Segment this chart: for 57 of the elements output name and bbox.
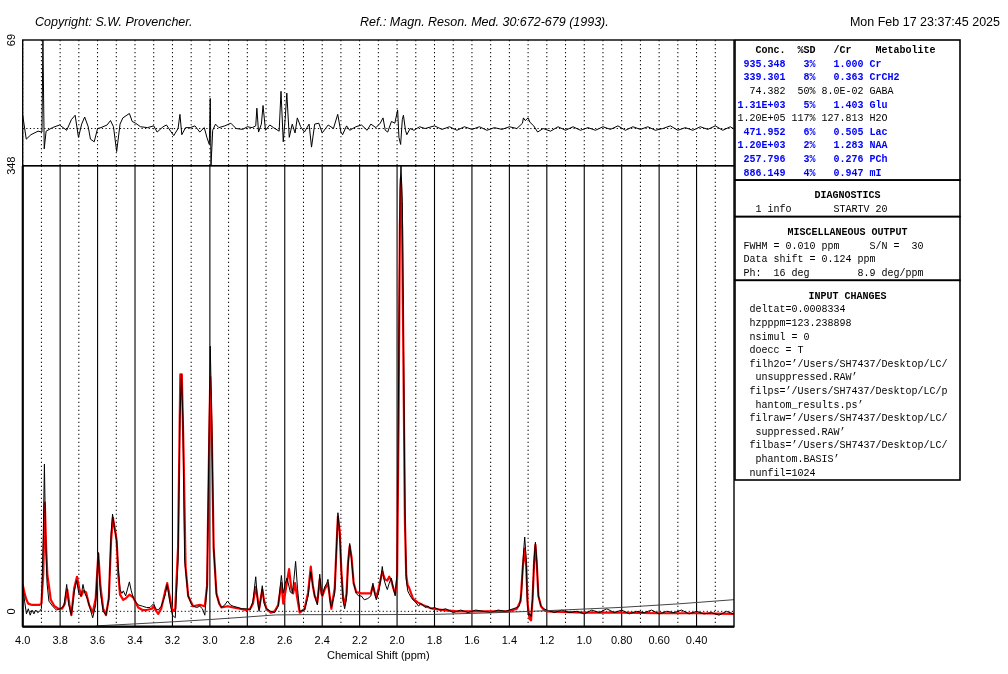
x-tick-label: 2.8 [239,634,255,646]
x-axis-title: Chemical Shift (ppm) [327,649,430,661]
x-tick-label: 3.8 [52,634,68,646]
y-tick-label: 348 [4,156,17,175]
text: INPUT CHANGES [808,290,887,302]
text: filbas=’/Users/SH7437/Desktop/LC/ [737,440,948,452]
x-tick-label: 0.80 [610,634,633,646]
text: filh2o=’/Users/SH7437/Desktop/LC/ [737,358,948,370]
text: FWHM = 0.010 ppm S/N = 30 [737,240,924,252]
text: Data shift = 0.124 ppm [737,254,876,266]
text: DIAGNOSTICS [814,190,881,202]
text: 74.382 50% 8.0E-02 GABA [737,86,894,97]
text: Ph: 16 deg 8.9 deg/ppm [737,267,924,279]
x-tick-label: 0.60 [648,634,670,646]
x-tick-label: 1.6 [464,634,480,646]
text: 886.149 4% 0.947 mI [737,167,882,179]
x-tick-label: 2.0 [389,634,405,646]
text: nsimul = 0 [737,331,810,343]
text: 339.301 8% 0.363 CrCH2 [737,72,900,84]
text: 1.20E+03 2% 1.283 NAA [737,140,888,152]
y-tick-label: 0 [4,608,17,615]
x-tick-label: 1.4 [501,634,518,646]
x-tick-label: 0.40 [685,634,708,646]
text: Conc. %SD /Cr Metabolite [737,45,936,57]
x-tick-label: 2.4 [314,634,330,646]
x-tick-label: 2.2 [351,634,368,646]
x-tick-label: 1.8 [426,634,443,646]
text: doecc = T [737,345,804,357]
x-tick-label: 2.6 [277,634,293,646]
text: filps=’/Users/SH7437/Desktop/LC/p [737,385,948,397]
text: 1 info STARTV 20 [737,204,888,216]
x-tick-label: 1.2 [539,634,555,646]
text: unsuppressed.RAW’ [737,372,858,384]
x-tick-label: 3.4 [127,634,143,646]
text: 935.348 3% 1.000 Cr [737,58,882,70]
text: phantom.BASIS’ [737,453,840,465]
text: MISCELLANEOUS OUTPUT [787,226,908,238]
text: 1.31E+03 5% 1.403 Glu [737,99,888,111]
text: hantom_results.ps’ [737,399,864,411]
text: 1.20E+05 117% 127.813 H2O [737,113,888,125]
chart-subtitle: Ref.: Magn. Reson. Med. 30:672-679 (1993). [360,15,609,29]
text: filraw=’/Users/SH7437/Desktop/LC/ [737,413,948,425]
x-tick-label: 3.2 [164,634,181,646]
text: nunfil=1024 [737,467,816,479]
x-tick-label: 1.0 [576,634,592,646]
text: Mon Feb 17 23:37:45 2025 [849,15,1001,29]
x-tick-label: 3.0 [202,634,218,646]
text: deltat=0.0008334 [737,304,846,316]
text: hzpppm=123.238898 [737,317,852,329]
x-tick-label: 4.0 [15,634,31,646]
chart-title: Copyright: S.W. Provencher. [35,15,193,29]
text: 69 [4,33,17,47]
text: 257.796 3% 0.276 PCh [737,154,888,165]
line-series [93,599,734,627]
text: 471.952 6% 0.505 Lac [737,126,888,138]
x-tick-label: 3.6 [89,634,106,646]
text: suppressed.RAW’ [737,426,846,438]
